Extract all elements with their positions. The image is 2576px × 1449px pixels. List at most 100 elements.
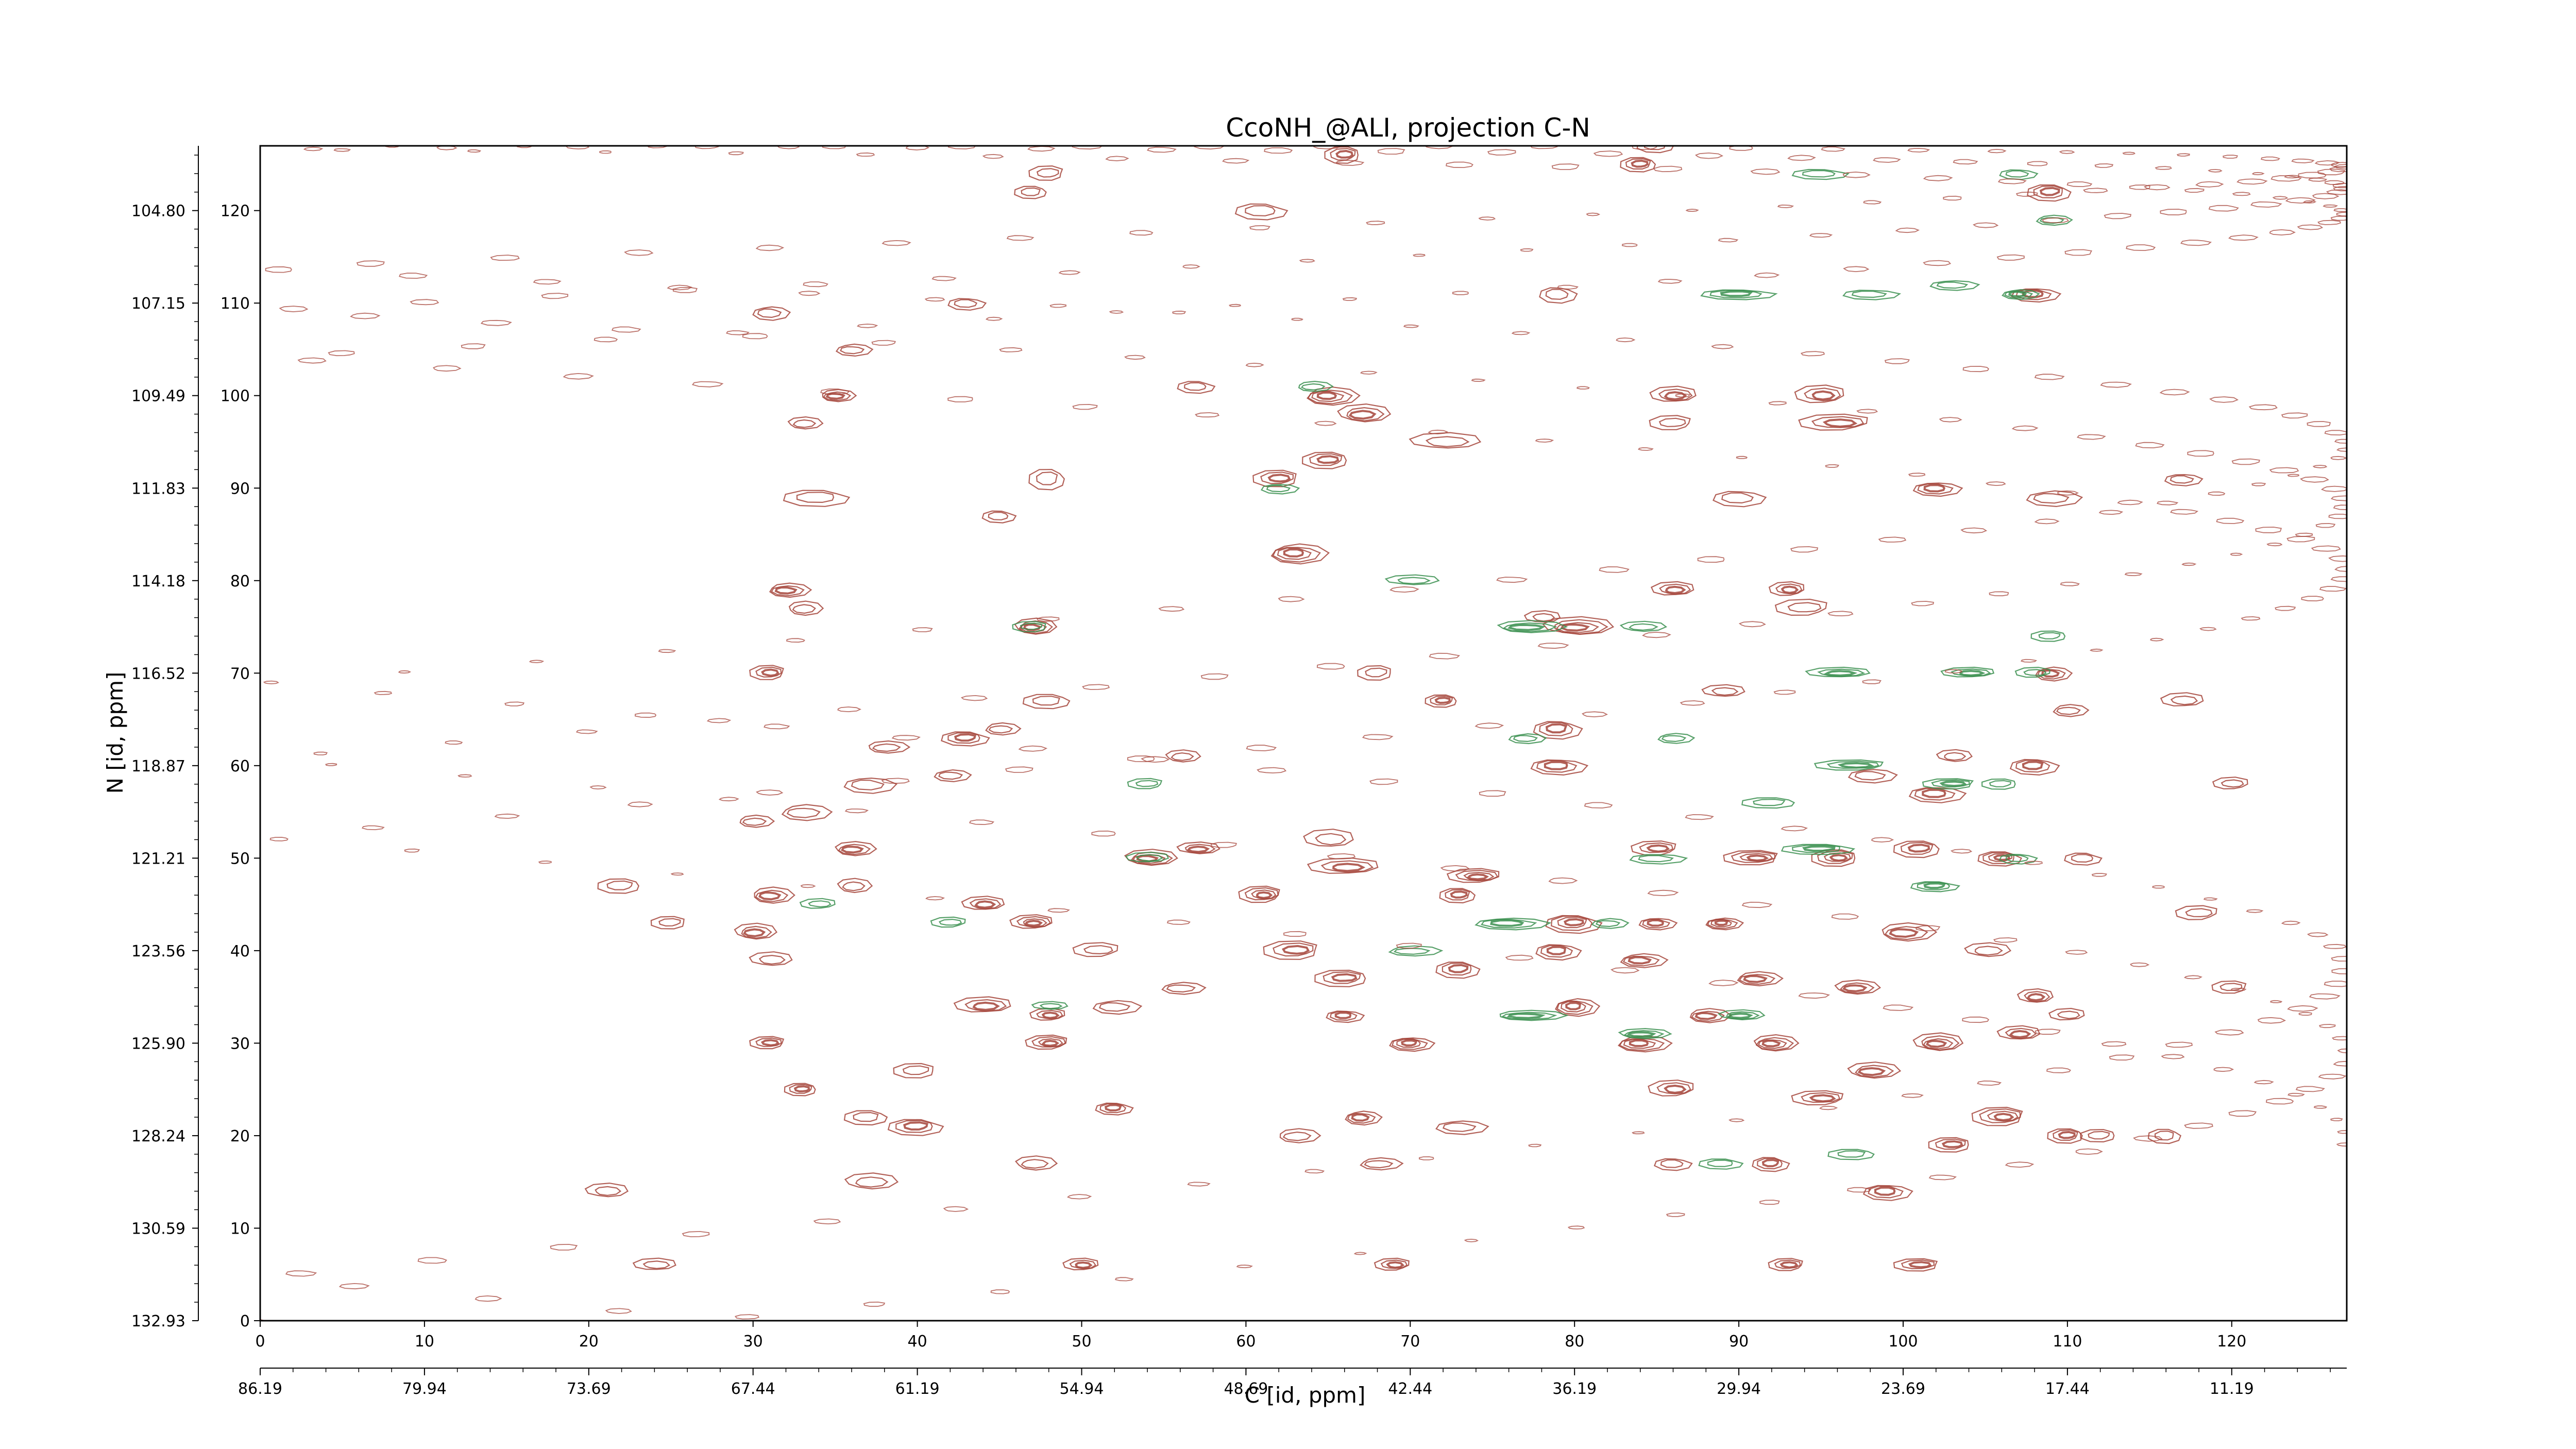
noise-contour [1819, 1105, 1838, 1110]
contour-level [757, 308, 782, 318]
contour-level [1629, 623, 1658, 631]
contour-level [743, 928, 766, 937]
contour-level [1263, 940, 1317, 960]
noise-contour [1452, 291, 1469, 295]
contour-level [1507, 624, 1546, 631]
contour-level [632, 1257, 676, 1270]
peak-positive [1435, 962, 1481, 979]
noise-contour [2246, 909, 2264, 913]
noise-contour [538, 860, 552, 864]
contour-level [2064, 852, 2103, 866]
peak-positive [781, 804, 833, 821]
noise-contour [1738, 621, 1766, 628]
noise-contour [1249, 225, 1270, 230]
contour-level [787, 416, 824, 430]
noise-contour [800, 884, 816, 888]
noise-contour [1680, 700, 1705, 706]
noise-contour [813, 1218, 841, 1225]
contour-level [1656, 1082, 1691, 1094]
noise-contour [457, 774, 472, 778]
peak-negative [1497, 620, 1568, 633]
noise-contour [490, 255, 520, 261]
noise-contour [863, 1301, 886, 1307]
noise-contour [410, 299, 439, 306]
contour-level [835, 343, 874, 357]
noise-contour [2184, 188, 2205, 193]
contour-level [2056, 706, 2081, 715]
noise-contour [2333, 1060, 2347, 1067]
contour-level [1936, 281, 1969, 289]
noise-contour [2124, 572, 2143, 577]
contour-level [1791, 1090, 1844, 1106]
noise-contour [2307, 421, 2331, 427]
contour-level [1386, 1261, 1405, 1269]
contour-level [1629, 854, 1688, 865]
contour-level [1857, 1067, 1886, 1076]
noise-contour [1369, 778, 1398, 785]
noise-contour [2251, 172, 2265, 176]
contour-level [1638, 855, 1674, 863]
y-tick-label: 70 [230, 665, 250, 683]
contour-level [1445, 889, 1470, 901]
noise-contour [2314, 1105, 2328, 1109]
noise-contour [960, 695, 988, 701]
x-ppm-tick-label: 11.19 [2210, 1380, 2254, 1398]
contour-level [1316, 391, 1337, 400]
peak-positive [1234, 203, 1289, 221]
peak-positive [749, 665, 784, 680]
noise-contour [2297, 224, 2324, 230]
noise-contour [1943, 195, 1962, 201]
contour-level [1021, 1159, 1049, 1169]
contour-level [1981, 778, 2016, 790]
noise-contours [260, 146, 2347, 1321]
peak-positive [1928, 1137, 1969, 1153]
noise-contour [1711, 344, 1734, 349]
contour-level [1556, 1000, 1594, 1015]
noise-contour [2295, 1086, 2325, 1092]
peak-positive [2035, 666, 2073, 682]
contour-level [1307, 390, 1353, 405]
noise-contour [303, 146, 324, 151]
noise-contour [1005, 766, 1033, 773]
peak-negative [1929, 280, 1980, 291]
noise-contour [1632, 1131, 1645, 1135]
contour-level [1700, 289, 1778, 300]
contour-level [1351, 1113, 1370, 1122]
contour-level [1660, 1159, 1684, 1168]
x-axis-ppm: 86.19 79.94 73.69 67.44 61.19 54.94 48.69 42.44… [238, 1368, 2347, 1398]
contour-level [1435, 1120, 1489, 1135]
contour-level [1623, 1030, 1665, 1039]
contour-level [1307, 857, 1379, 874]
noise-contour [1610, 967, 1640, 974]
contour-level [2009, 759, 2060, 776]
noise-contour [2034, 374, 2065, 380]
noise-contour [1124, 355, 1146, 360]
contour-level [741, 925, 772, 939]
contour-level [1502, 622, 1557, 632]
noise-contour [1428, 429, 1449, 434]
peak-positive [2080, 1128, 2115, 1143]
contour-level [1814, 759, 1884, 771]
noise-contour [694, 146, 719, 149]
peak-positive [1303, 829, 1354, 847]
noise-contour [2135, 442, 2165, 449]
contour-level [1746, 854, 1769, 862]
contour-level [1561, 1001, 1586, 1013]
contour-level [2047, 1128, 2083, 1144]
contour-level [954, 299, 978, 308]
peak-positive [1912, 1032, 1964, 1051]
noise-contour [2269, 229, 2296, 235]
noise-contour [2126, 244, 2156, 251]
contour-level [1303, 829, 1354, 847]
noise-contour [1718, 238, 1739, 243]
noise-contour [2075, 1148, 2103, 1155]
contour-level [2053, 704, 2090, 717]
noise-contour [1962, 1016, 1990, 1023]
noise-contour [2330, 456, 2347, 460]
contour-level [1823, 670, 1858, 677]
y-tick-label: 50 [230, 850, 250, 868]
noise-contour [1304, 1169, 1325, 1174]
noise-contour [563, 373, 594, 380]
x-ppm-tick-label: 54.94 [1060, 1380, 1104, 1398]
noise-contour [2109, 1054, 2135, 1061]
